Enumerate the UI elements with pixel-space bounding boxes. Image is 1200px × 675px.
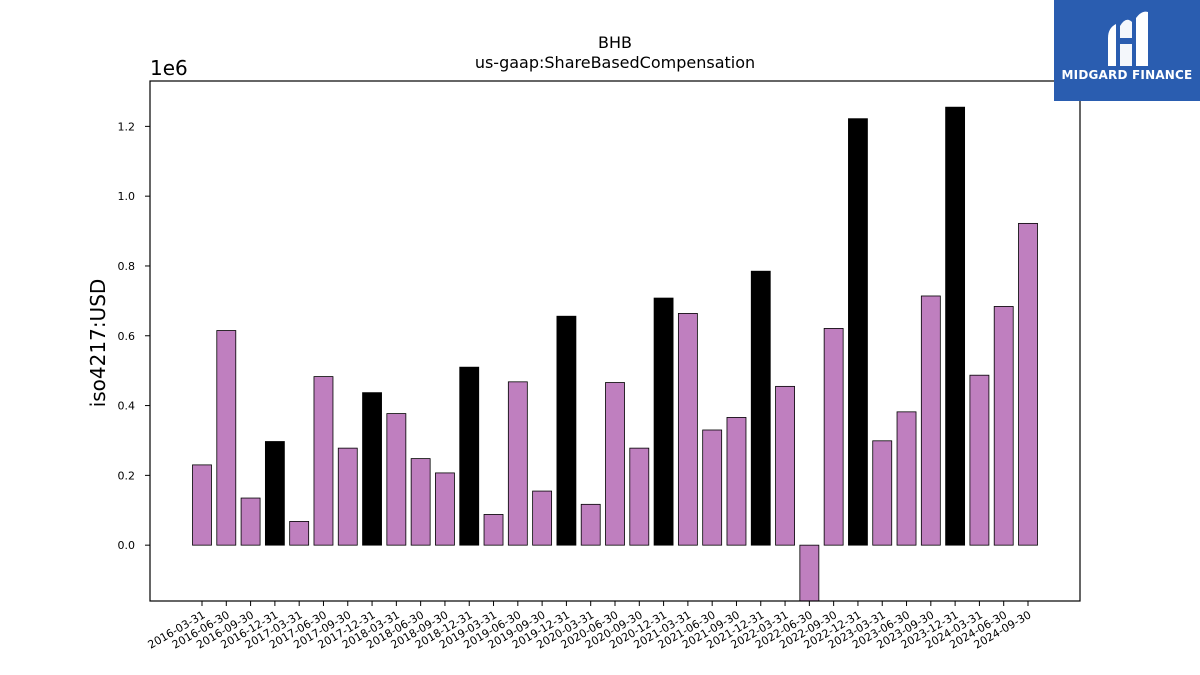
bar-2023-12-31 <box>945 106 966 546</box>
bar-2019-12-31 <box>556 315 577 546</box>
bar-2020-09-30 <box>629 447 650 546</box>
bar-2022-03-31 <box>775 385 795 546</box>
bar-2021-12-31 <box>750 270 771 546</box>
bar-2018-12-31 <box>459 366 480 546</box>
bar-2024-06-30 <box>993 306 1014 546</box>
bar-2019-09-30 <box>532 490 553 546</box>
y-tick-label: 1.0 <box>118 190 136 203</box>
y-axis: 0.0 0.2 0.4 0.6 0.8 1.0 1.2 <box>118 120 150 552</box>
y-tick-label: 0.2 <box>118 469 136 482</box>
bar-2017-12-31 <box>362 392 382 546</box>
y-tick-label: 0.4 <box>118 400 136 413</box>
bars-group <box>192 106 1038 602</box>
plot-frame <box>149 80 1081 602</box>
bar-2019-03-31 <box>483 514 504 546</box>
y-tick-label: 0.6 <box>118 330 136 343</box>
y-tick-label: 0.8 <box>118 260 136 273</box>
bar-2018-06-30 <box>410 458 431 546</box>
bar-2017-06-30 <box>313 376 334 546</box>
bar-2022-12-31 <box>848 118 868 546</box>
bar-2018-09-30 <box>435 472 455 546</box>
bar-2019-06-30 <box>507 381 528 546</box>
y-axis-label: iso4217:USD <box>86 279 110 408</box>
bar-2020-03-31 <box>580 503 601 546</box>
bar-2022-09-30 <box>823 328 844 546</box>
bar-2018-03-31 <box>386 413 407 546</box>
bar-2024-03-31 <box>969 374 990 546</box>
midgard-finance-logo: MIDGARD FINANCE <box>1054 0 1200 101</box>
bar-2020-06-30 <box>605 382 625 546</box>
x-axis: 2016-03-312016-06-302016-09-302016-12-31… <box>146 601 1034 652</box>
chart-title: BHB <box>598 33 632 52</box>
bar-2016-09-30 <box>240 497 261 546</box>
bar-2016-12-31 <box>264 441 285 546</box>
bar-2021-06-30 <box>702 429 723 546</box>
midgard-logo-icon <box>1108 11 1148 67</box>
bar-2022-06-30 <box>799 544 820 602</box>
bar-2020-12-31 <box>653 297 674 546</box>
bar-2017-09-30 <box>337 447 358 546</box>
bar-2021-09-30 <box>726 417 747 546</box>
bar-2023-06-30 <box>896 411 917 546</box>
bar-2024-09-30 <box>1018 222 1038 546</box>
y-tick-label: 1.2 <box>118 120 136 133</box>
logo-text: MIDGARD FINANCE <box>1061 68 1193 82</box>
bar-2016-06-30 <box>216 330 237 546</box>
y-offset-label: 1e6 <box>150 56 188 80</box>
bar-2023-03-31 <box>872 440 893 546</box>
bar-2023-09-30 <box>920 295 941 546</box>
bar-2016-03-31 <box>192 464 212 546</box>
chart-subtitle: us-gaap:ShareBasedCompensation <box>475 53 755 72</box>
bar-2021-03-31 <box>677 313 698 546</box>
y-tick-label: 0.0 <box>118 539 136 552</box>
bar-2017-03-31 <box>289 521 310 546</box>
